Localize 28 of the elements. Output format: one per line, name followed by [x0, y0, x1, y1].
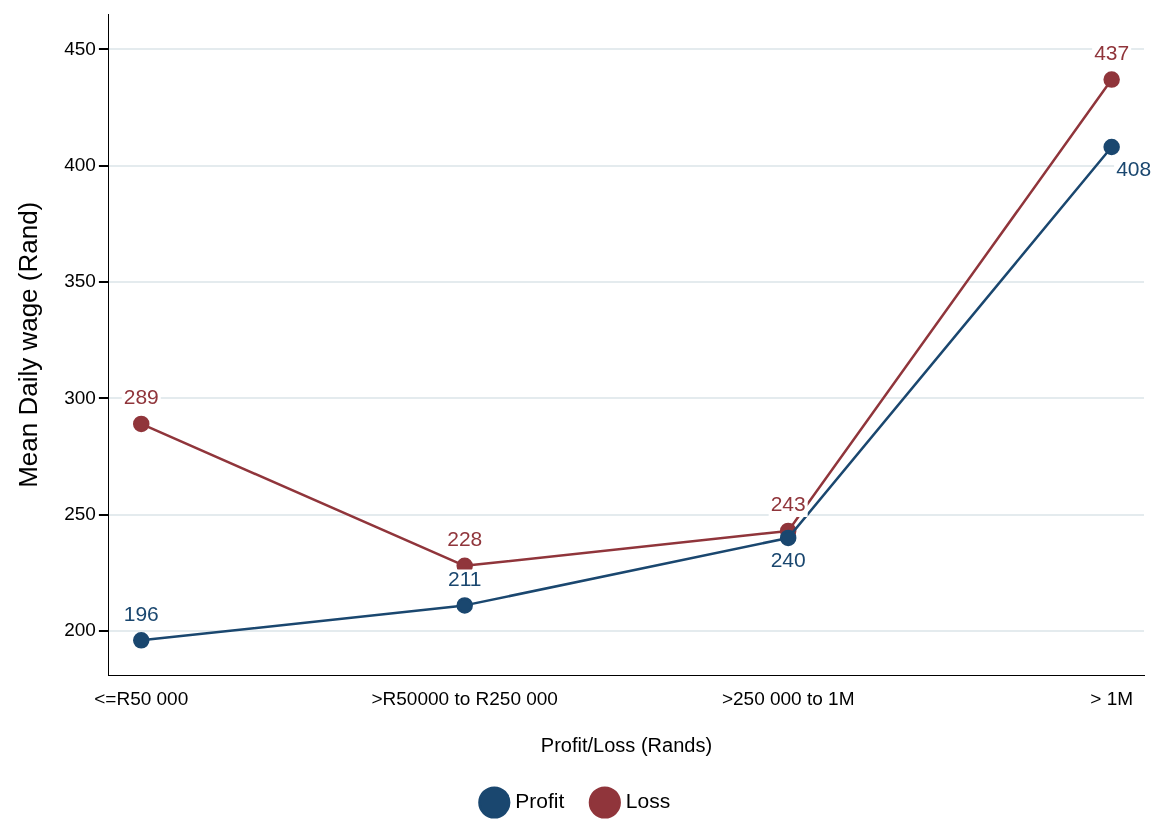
point [456, 597, 473, 614]
x-tick-label: > 1M [1090, 687, 1134, 709]
data-label: 211 [447, 566, 482, 590]
data-label: 228 [447, 527, 483, 551]
point [133, 632, 150, 649]
legend-label: Profit [515, 789, 565, 813]
legend-label: Loss [625, 789, 671, 813]
y-tick-label: 450 [64, 37, 96, 59]
y-axis-title: Mean Daily wage (Rand) [12, 201, 43, 488]
data-label: 408 [1116, 157, 1152, 181]
y-tick-label: 400 [64, 153, 96, 175]
y-tick-label: 300 [64, 386, 96, 408]
data-label: 240 [770, 548, 806, 572]
y-tick-label: 250 [64, 502, 96, 524]
point [1103, 71, 1120, 88]
point [133, 415, 150, 433]
point [779, 529, 797, 547]
data-label: 243 [770, 492, 806, 516]
y-tick-label: 350 [64, 270, 96, 292]
y-tick-label: 200 [64, 619, 96, 641]
data-label: 437 [1094, 40, 1130, 64]
x-tick-label: <=R50 000 [94, 687, 189, 709]
data-label: 196 [123, 601, 159, 625]
data-label: 289 [123, 385, 159, 409]
x-tick-label: >R50000 to R250 000 [371, 687, 558, 709]
x-axis-title: Profit/Loss (Rands) [540, 733, 713, 756]
point [1103, 138, 1120, 156]
x-tick-label: >250 000 to 1M [721, 687, 855, 709]
